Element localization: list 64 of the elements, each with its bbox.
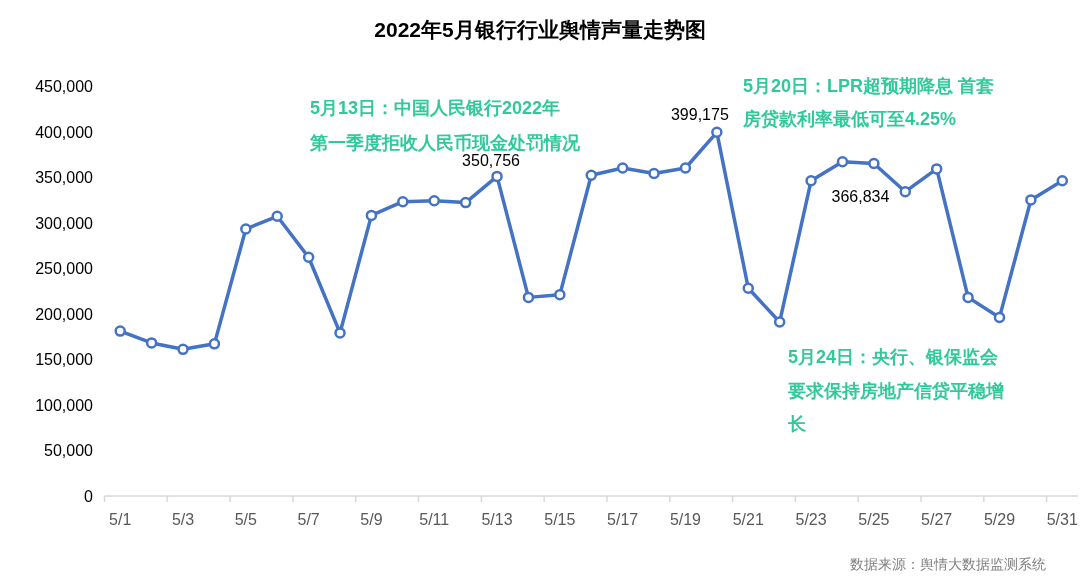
point	[397, 195, 409, 208]
x-tick-label: 5/23	[795, 511, 827, 528]
point	[240, 223, 252, 235]
x-tick-label: 5/21	[732, 511, 764, 528]
x-tick-label: 5/25	[858, 511, 890, 528]
y-tick-label: 450,000	[35, 78, 94, 95]
y-tick-label: 100,000	[35, 396, 94, 414]
y-tick-label: 350,000	[35, 169, 94, 187]
point	[648, 167, 660, 180]
point	[271, 210, 283, 223]
point	[868, 157, 880, 170]
point	[365, 209, 378, 222]
point	[962, 291, 974, 304]
point	[302, 251, 315, 264]
y-tick-label: 150,000	[35, 351, 94, 369]
data-label: 350,756	[462, 152, 521, 170]
x-tick-label: 5/1	[109, 511, 132, 528]
x-tick-label: 5/9	[360, 511, 383, 528]
x-tick-label: 5/3	[171, 511, 195, 528]
source-note: 数据来源：舆情大数据监测系统	[850, 555, 1046, 574]
point	[1025, 194, 1037, 206]
point	[742, 282, 755, 295]
point	[554, 288, 566, 301]
point	[616, 162, 629, 174]
point	[491, 170, 503, 183]
data-label: 399,175	[670, 106, 729, 124]
point	[899, 185, 912, 198]
x-tick-label: 5/13	[481, 511, 513, 528]
point	[428, 195, 440, 207]
x-tick-label: 5/17	[607, 511, 639, 528]
x-tick-label: 5/29	[983, 511, 1016, 528]
point	[711, 126, 723, 139]
point	[208, 338, 221, 350]
x-tick-label: 5/11	[419, 511, 450, 528]
chart-title: 2022年5月银行行业舆情声量走势图	[374, 18, 706, 41]
point	[836, 156, 849, 168]
point	[773, 316, 786, 328]
point	[585, 169, 597, 182]
point	[1056, 175, 1069, 187]
y-tick-label: 50,000	[44, 442, 94, 460]
y-tick-label: 300,000	[35, 214, 94, 232]
x-tick-label: 5/31	[1046, 511, 1078, 528]
point	[145, 337, 158, 349]
annotation: 5月20日：LPR超预期降息 首套房贷款利率最低可至4.25%	[743, 75, 996, 131]
point	[334, 327, 346, 339]
point	[114, 325, 126, 337]
point	[522, 291, 535, 304]
y-tick-label: 400,000	[35, 123, 94, 141]
x-tick-label: 5/5	[234, 511, 258, 528]
annotation: 5月24日：央行、银保监会要求保持房地产信贷平稳增长	[788, 346, 1005, 436]
data-label: 366,834	[831, 187, 890, 205]
point	[679, 162, 692, 174]
point	[177, 343, 189, 356]
x-tick-label: 5/7	[297, 511, 320, 528]
x-tick-label: 5/19	[669, 511, 702, 528]
y-tick-label: 200,000	[35, 305, 94, 323]
point	[459, 196, 472, 209]
point	[993, 311, 1006, 324]
point	[930, 163, 943, 175]
y-tick-label: 250,000	[35, 260, 94, 278]
y-tick-label: 0	[84, 488, 94, 505]
x-tick-label: 5/27	[921, 511, 953, 528]
point	[805, 175, 817, 187]
x-tick-label: 5/15	[544, 511, 576, 528]
